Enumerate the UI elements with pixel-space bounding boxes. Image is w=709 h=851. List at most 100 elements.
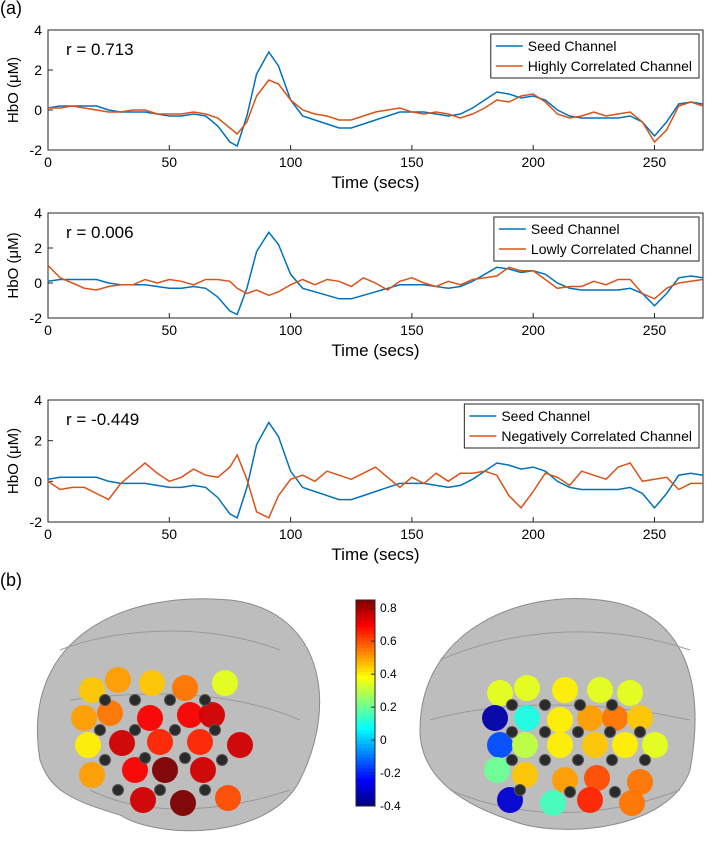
channel [79,677,105,703]
channel [227,732,253,758]
channel [122,757,148,783]
x-axis-label: Time (secs) [331,545,419,564]
colorbar-band [356,716,375,721]
colorbar-band [356,703,375,707]
x-axis-label: Time (secs) [331,173,419,192]
optode [606,699,618,711]
channel [642,732,668,758]
y-tick-label: -2 [30,514,43,530]
channel [552,677,578,703]
colorbar-band [356,737,375,742]
x-tick-label: 200 [522,322,546,338]
x-tick-label: 200 [522,526,546,542]
colorbar-band [356,754,375,759]
optode [169,724,181,736]
channel [187,729,213,755]
colorbar-band [356,644,375,649]
optode [129,724,141,736]
colorbar-band [356,620,375,625]
colorbar-band [356,781,375,786]
colorbar-band [356,723,375,728]
channel [215,785,241,811]
colorbar-band [356,603,375,608]
channel [612,732,638,758]
optode [574,699,586,711]
optode [539,699,551,711]
channel [584,765,610,791]
legend-label: Seed Channel [531,221,620,237]
x-tick-label: 250 [643,322,667,338]
colorbar-band [356,658,375,663]
colorbar-band [356,706,375,711]
y-tick-label: 0 [34,102,42,118]
data-line [47,231,704,316]
channel [109,730,135,756]
data-line [47,264,704,300]
channel [514,705,540,731]
optode [604,726,616,738]
panel-label: (b) [0,570,22,590]
optode [129,694,141,706]
legend-box [490,33,700,79]
colorbar-band [356,699,375,704]
optode [506,726,518,738]
channel [79,762,105,788]
legend: Seed Channel Highly Correlated Channel [490,33,700,79]
data-line [47,453,703,519]
legend: Seed Channel Negatively Correlated Channe… [463,403,700,449]
colorbar-band [356,648,375,652]
x-tick-label: 250 [643,526,667,542]
optode [539,726,551,738]
channel [147,729,173,755]
x-tick-label: 50 [162,322,178,338]
y-axis-label: HbO (μM) [5,428,22,494]
colorbar-band [356,672,375,677]
colorbar-band [356,634,375,639]
colorbar-band [356,651,375,656]
colorbar-band [356,624,375,628]
colorbar-band [356,775,375,780]
x-tick-label: 200 [522,154,546,170]
optode [514,784,526,796]
legend-box [463,403,700,449]
optode [506,699,518,711]
colorbar-band [356,610,375,615]
channel [199,702,225,728]
optode [199,694,211,706]
colorbar-band [356,668,375,673]
channel [487,680,513,706]
colorbar-band [356,727,375,731]
optode [506,754,518,766]
y-axis-label: HbO (μM) [5,232,22,298]
channel [137,705,163,731]
colorbar-tick-label: 0.2 [380,700,397,714]
y-tick-label: -2 [30,310,43,326]
y-tick-label: 4 [34,205,42,221]
y-tick-label: 2 [34,240,42,256]
colorbar-tick-label: 0 [380,733,387,747]
colorbar-frame [355,599,376,807]
annotation: r = 0.713 [66,40,134,59]
colorbar-band [356,600,375,604]
channel [587,677,613,703]
colorbar-band [356,641,375,646]
colorbar-band [356,757,375,762]
channel [514,675,540,701]
colorbar-band [356,689,375,694]
legend-label: Seed Channel [501,408,590,424]
colorbar-band [356,761,375,766]
optode [99,754,111,766]
colorbar-band [356,685,375,690]
optode [606,754,618,766]
legend-label: Negatively Correlated Channel [501,428,692,444]
legend-label: Lowly Correlated Channel [531,241,692,257]
channel [487,732,513,758]
colorbar-tick-label: -0.4 [380,799,401,813]
channel [97,700,123,726]
annotation: r = 0.006 [66,223,134,242]
colorbar-band [356,661,375,666]
colorbar-tick-label: 0.8 [380,601,397,615]
x-tick-label: 250 [643,154,667,170]
optode [609,786,621,798]
channel [540,790,566,816]
